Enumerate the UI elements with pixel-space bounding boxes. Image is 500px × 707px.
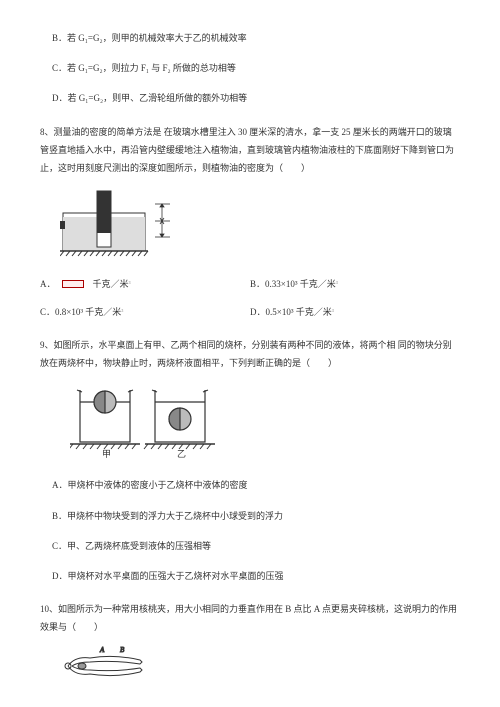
question-8: 8、测量油的密度的简单方法是 在玻璃水槽里注入 30 厘米深的清水，拿一支 25… [40,123,460,177]
question-10-text: 10、如图所示为一种常用核桃夹，用大小相同的力垂直作用在 B 点比 A 点更易夹… [40,604,457,632]
q8-option-d: D．0.5×10³ 千克／米 ³ [250,304,460,320]
q8d-exp: ³ [332,306,334,319]
q8c-text: C．0.8×10³ 千克／米 [40,304,121,320]
option-7d-text: D．若 G₁=G₂，则甲、乙滑轮组所做的额外功相等 [52,93,247,103]
nutcracker-diagram: A B [60,646,160,686]
option-7c-text: C．若 G₁=G₂，则拉力 F₁ 与 F₂ 所做的总功相等 [52,63,236,73]
option-7b: B．若 G₁=G₂，则甲的机械效率大于乙的机械效率 [40,30,460,46]
question-9: 9、如图所示，水平桌面上有甲、乙两个相同的烧杯，分别装有两种不同的液体，将两个相… [40,336,460,372]
option-9a: A．甲烧杯中液体的密度小于乙烧杯中液体的密度 [40,477,460,493]
q8a-exp: ³ [129,278,131,291]
svg-text:A: A [99,646,105,654]
q8d-text: D．0.5×10³ 千克／米 [250,304,332,320]
svg-text:乙: 乙 [177,449,186,459]
option-9c: C．甲、乙两烧杯底受到液体的压强相等 [40,538,460,554]
question-9-text: 9、如图所示，水平桌面上有甲、乙两个相同的烧杯，分别装有两种不同的液体，将两个相… [40,340,452,368]
q8b-text: B．0.33×10³ 千克／米 [250,276,336,292]
option-7b-text: B．若 G₁=G₂，则甲的机械效率大于乙的机械效率 [52,33,247,43]
beakers-diagram: 甲 乙 [70,382,220,462]
option-9b: B．甲烧杯中物块受到的浮力大于乙烧杯中小球受到的浮力 [40,508,460,524]
q8-option-a: A． 千克／米 ³ [40,276,250,292]
q8c-exp: ³ [121,306,123,319]
q8b-exp: ³ [336,278,338,291]
glass-tube-diagram [60,189,220,259]
option-9b-text: B．甲烧杯中物块受到的浮力大于乙烧杯中小球受到的浮力 [52,511,283,521]
formula-box-icon [62,280,84,288]
option-9d: D．甲烧杯对水平桌面的压强大于乙烧杯对水平桌面的压强 [40,568,460,584]
svg-text:B: B [120,646,125,654]
q8a-unit: 千克／米 [84,276,129,292]
question-10: 10、如图所示为一种常用核桃夹，用大小相同的力垂直作用在 B 点比 A 点更易夹… [40,600,460,636]
q8-row2: C．0.8×10³ 千克／米 ³ D．0.5×10³ 千克／米 ³ [40,304,460,320]
option-7d: D．若 G₁=G₂，则甲、乙滑轮组所做的额外功相等 [40,90,460,106]
option-7c: C．若 G₁=G₂，则拉力 F₁ 与 F₂ 所做的总功相等 [40,60,460,76]
option-9a-text: A．甲烧杯中液体的密度小于乙烧杯中液体的密度 [52,480,248,490]
svg-text:甲: 甲 [102,449,111,459]
q8-row1: A． 千克／米 ³ B．0.33×10³ 千克／米 ³ [40,276,460,292]
q8-option-b: B．0.33×10³ 千克／米 ³ [250,276,460,292]
option-9d-text: D．甲烧杯对水平桌面的压强大于乙烧杯对水平桌面的压强 [52,571,284,581]
q8a-label: A． [40,276,56,292]
q8-option-c: C．0.8×10³ 千克／米 ³ [40,304,250,320]
figure-q8 [60,189,460,264]
question-8-text: 8、测量油的密度的简单方法是 在玻璃水槽里注入 30 厘米深的清水，拿一支 25… [40,127,454,173]
figure-q10: A B [60,646,460,691]
figure-q9: 甲 乙 [70,382,460,467]
option-9c-text: C．甲、乙两烧杯底受到液体的压强相等 [52,541,211,551]
